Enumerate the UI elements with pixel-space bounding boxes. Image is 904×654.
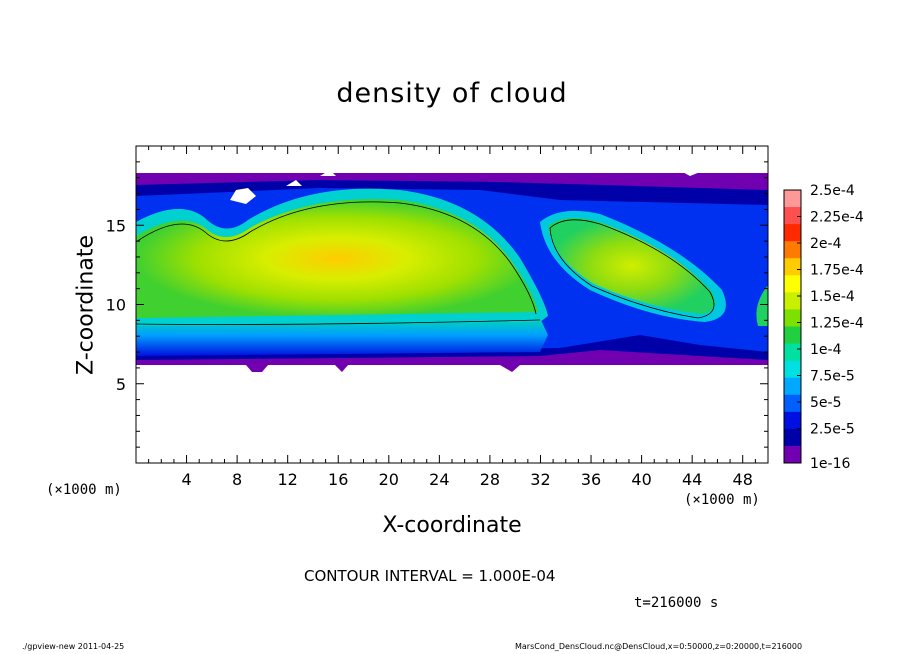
colorbar-swatch	[784, 394, 801, 413]
colorbar-label: 1.25e-4	[810, 316, 864, 332]
field-lower-band	[136, 318, 548, 356]
x-tick-label: 28	[480, 470, 500, 489]
y-ticks: 5 10 15	[106, 161, 768, 448]
y-tick-label: 15	[106, 216, 126, 235]
colorbar-swatch	[784, 428, 801, 447]
x-tick-label: 24	[429, 470, 449, 489]
colorbar-frame	[783, 189, 802, 464]
colorbar-label: 1.75e-4	[810, 263, 864, 279]
x-tick-label: 40	[631, 470, 651, 489]
colorbar-label: 5e-5	[810, 395, 841, 411]
x-tick-label: 8	[232, 470, 242, 489]
colorbar-label: 2e-4	[810, 236, 842, 252]
colorbar-swatch	[784, 207, 801, 225]
colorbar-label: 2.5e-5	[810, 422, 855, 438]
x-tick-label: 48	[733, 470, 753, 489]
x-tick-label: 32	[530, 470, 550, 489]
contour-left	[136, 201, 541, 325]
colorbar-label: 2.5e-4	[810, 183, 855, 199]
colorbar-swatch	[784, 411, 801, 430]
x-tick-label: 12	[278, 470, 298, 489]
colorbar-swatch	[784, 292, 801, 310]
colorbar-swatch	[784, 377, 801, 396]
colorbar-label: 1.5e-4	[810, 289, 855, 305]
x-unit-label-right: (×1000 m)	[684, 492, 760, 508]
x-ticks: 4 8 12 16 20 24 28 32 36 40 44 48	[148, 146, 756, 489]
field-left-lobe	[136, 199, 538, 318]
y-tick-label: 10	[106, 296, 126, 315]
colorbar-label: 1e-4	[810, 342, 842, 358]
colorbar-swatch	[784, 309, 801, 327]
x-unit-label-left: (×1000 m)	[46, 482, 122, 498]
colorbar-label: 1e-16	[810, 456, 850, 472]
y-axis-label: Z-coordinate	[73, 235, 99, 375]
colorbar-swatch	[784, 326, 801, 345]
time-label: t=216000 s	[634, 595, 719, 611]
colorbar-swatch	[784, 258, 801, 276]
field-right-lobe	[548, 217, 716, 314]
colorbar-swatch	[784, 224, 801, 242]
footer-left: ./gpview-new 2011-04-25	[22, 642, 125, 651]
x-tick-label: 36	[581, 470, 601, 489]
x-tick-label: 44	[682, 470, 702, 489]
colorbar: 2.5e-4 2.25e-4 2e-4 1.75e-4 1.5e-4 1.25e-4 1e-…	[783, 183, 864, 472]
colorbar-swatch	[784, 275, 801, 293]
contour-right	[549, 219, 715, 319]
footer-right: MarsCond_DensCloud.nc@DensCloud,x=0:5000…	[515, 642, 803, 651]
colorbar-swatch	[784, 360, 801, 379]
colorbar-swatch	[784, 190, 801, 208]
colorbar-swatch	[784, 445, 801, 464]
chart-title: density of cloud	[336, 78, 568, 109]
colorbar-swatch	[784, 241, 801, 259]
y-tick-label: 5	[116, 375, 126, 394]
density-field	[136, 160, 768, 372]
x-axis-label: X-coordinate	[382, 513, 522, 538]
x-tick-label: 4	[181, 470, 191, 489]
colorbar-swatch	[784, 343, 801, 362]
field-edge-lobe	[756, 285, 768, 326]
colorbar-label: 7.5e-5	[810, 369, 855, 385]
x-tick-label: 16	[328, 470, 348, 489]
colorbar-label: 2.25e-4	[810, 210, 864, 226]
x-tick-label: 20	[379, 470, 399, 489]
contour-interval-note: CONTOUR INTERVAL = 1.000E-04	[304, 567, 556, 585]
